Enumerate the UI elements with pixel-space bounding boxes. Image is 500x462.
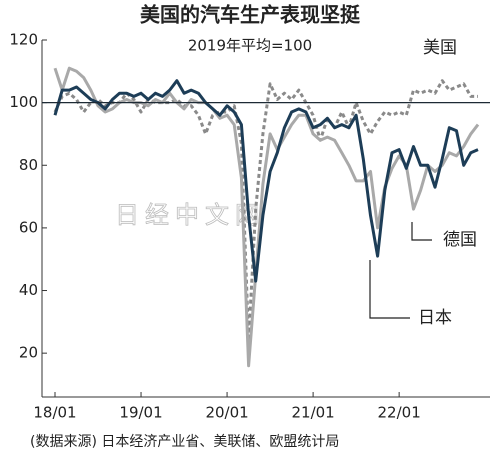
source-note: (数据来源) 日本经济产业省、美联储、欧盟统计局 xyxy=(30,434,339,450)
y-tick-label: 80 xyxy=(19,156,38,174)
label-leader xyxy=(369,260,410,319)
x-tick-label: 18/01 xyxy=(33,404,76,422)
line-series xyxy=(53,79,479,283)
label-leader xyxy=(411,222,432,241)
watermark: 日经中文网 xyxy=(115,201,265,229)
series-label: 美国 xyxy=(423,38,457,58)
line-series xyxy=(53,66,480,368)
x-tick-label: 20/01 xyxy=(205,404,248,422)
x-tick-label: 22/01 xyxy=(378,404,421,422)
chart-subtitle: 2019年平均=100 xyxy=(188,37,312,55)
chart-title: 美国的汽车生产表现坚挺 xyxy=(140,3,361,27)
y-tick-label: 60 xyxy=(19,218,38,236)
y-tick-label: 20 xyxy=(19,344,38,362)
y-tick-label: 120 xyxy=(9,31,38,49)
series-label: 日本 xyxy=(418,308,452,328)
series-label: 德国 xyxy=(443,230,477,250)
x-tick-label: 21/01 xyxy=(291,404,334,422)
x-tick-label: 19/01 xyxy=(119,404,162,422)
y-tick-label: 100 xyxy=(9,93,38,111)
y-tick-label: 40 xyxy=(19,281,38,299)
